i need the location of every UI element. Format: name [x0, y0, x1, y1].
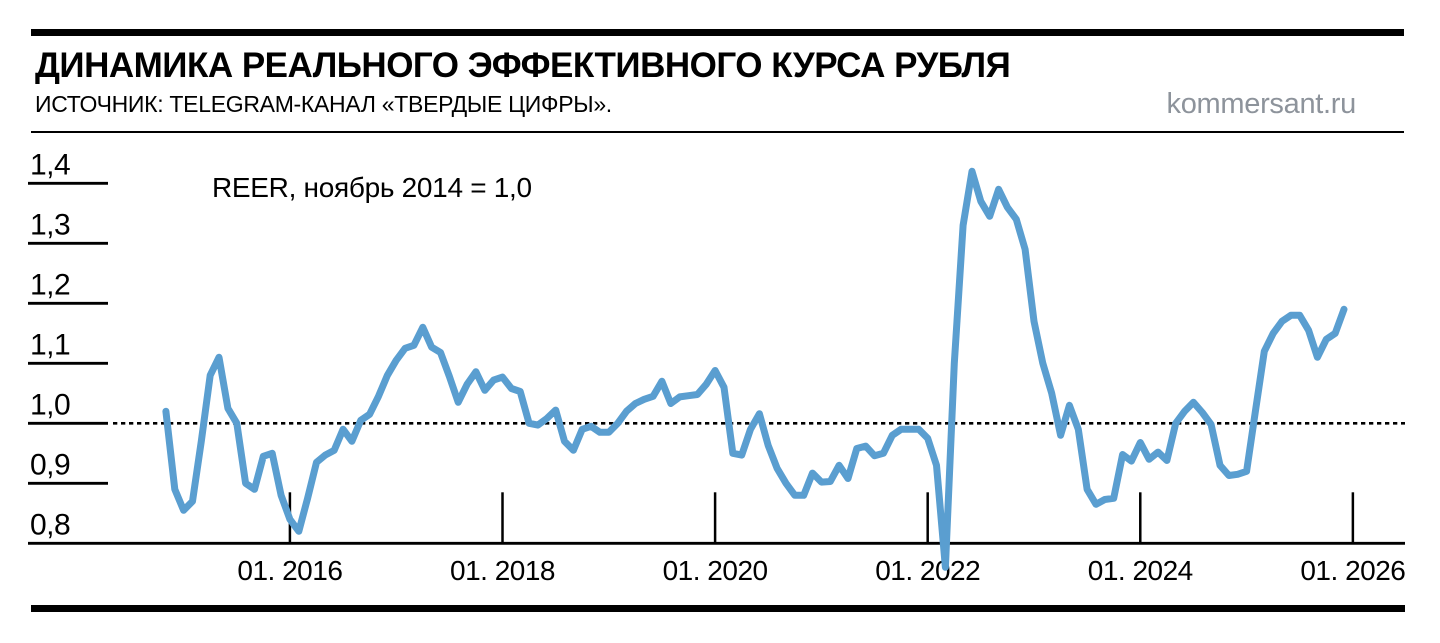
y-tick-label: 1,2 — [30, 268, 70, 301]
header-divider — [31, 131, 1404, 133]
site-watermark: kommersant.ru — [1166, 88, 1357, 120]
x-tick-label: 01. 2018 — [450, 555, 555, 586]
page-title: ДИНАМИКА РЕАЛЬНОГО ЭФФЕКТИВНОГО КУРСА РУ… — [35, 46, 1011, 85]
y-tick-label: 0,9 — [30, 448, 70, 481]
x-tick-label: 01. 2026 — [1300, 555, 1405, 586]
y-tick-label: 1,0 — [30, 388, 70, 421]
y-tick-label: 1,1 — [30, 328, 70, 361]
x-tick-label: 01. 2022 — [875, 555, 980, 586]
y-tick-label: 1,4 — [30, 148, 70, 181]
reer-series-line — [162, 167, 1348, 571]
source-caption: ИСТОЧНИК: TELEGRAM-КАНАЛ «ТВЕРДЫЕ ЦИФРЫ»… — [35, 91, 612, 117]
top-rule — [31, 29, 1404, 36]
x-tick-label: 01. 2016 — [237, 555, 342, 586]
x-tick-label: 01. 2024 — [1088, 555, 1193, 586]
y-tick-label: 1,3 — [30, 208, 70, 241]
x-tick-label: 01. 2020 — [663, 555, 768, 586]
base-period-annotation: REER, ноябрь 2014 = 1,0 — [212, 172, 532, 203]
bottom-rule — [31, 605, 1405, 612]
y-tick-label: 0,8 — [30, 508, 70, 541]
